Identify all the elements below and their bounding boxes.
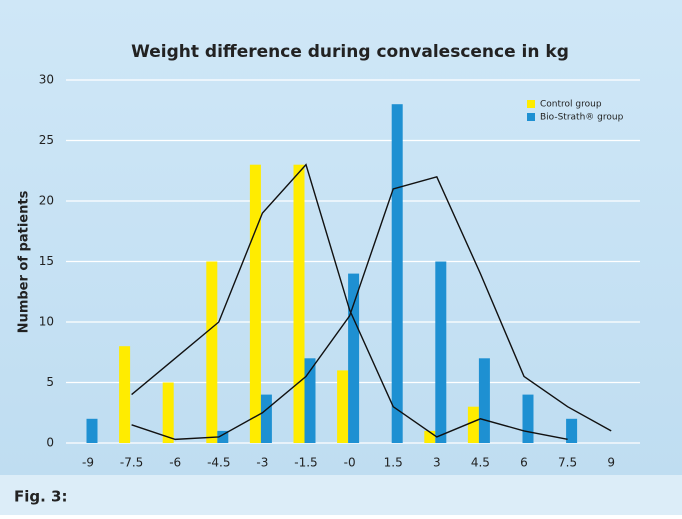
bar xyxy=(304,358,316,443)
bar xyxy=(260,394,272,443)
bar xyxy=(217,430,229,443)
bar xyxy=(478,358,490,443)
legend-swatch xyxy=(527,100,535,108)
x-tick-label: -7.5 xyxy=(120,456,143,470)
x-tick-label: 1.5 xyxy=(384,456,403,470)
bar xyxy=(119,346,131,443)
x-tick-label: 3 xyxy=(433,456,441,470)
x-tick-label: 4.5 xyxy=(471,456,490,470)
y-tick-label: 10 xyxy=(39,315,54,329)
x-tick-label: -9 xyxy=(82,456,94,470)
bar xyxy=(249,164,261,443)
y-tick-label: 25 xyxy=(39,133,54,147)
y-tick-label: 0 xyxy=(46,436,54,450)
y-tick-label: 20 xyxy=(39,194,54,208)
bar xyxy=(293,164,305,443)
bar xyxy=(522,394,534,443)
bar xyxy=(566,418,578,443)
x-tick-label: 7.5 xyxy=(558,456,577,470)
bar xyxy=(86,418,98,443)
y-tick-label: 15 xyxy=(39,254,54,268)
trend-curve xyxy=(131,175,612,441)
caption: Fig. 3: xyxy=(14,488,67,506)
bar xyxy=(467,406,479,443)
legend-label: Control group xyxy=(540,100,602,110)
x-tick-label: 6 xyxy=(520,456,528,470)
x-tick-label: 9 xyxy=(607,456,615,470)
legend-label: Bio-Strath® group xyxy=(540,113,624,123)
x-tick-label: -6 xyxy=(169,456,181,470)
bar xyxy=(162,382,174,443)
x-tick-label: -0 xyxy=(344,456,356,470)
x-tick-label: -3 xyxy=(256,456,268,470)
caption-strip xyxy=(0,475,682,515)
bar xyxy=(435,261,447,443)
legend-swatch xyxy=(527,113,535,121)
x-tick-label: -1.5 xyxy=(294,456,317,470)
trend-curve xyxy=(131,163,568,441)
y-axis-label: Number of patients xyxy=(17,190,32,333)
y-tick-label: 30 xyxy=(39,73,54,87)
bar xyxy=(391,104,403,443)
y-tick-label: 5 xyxy=(46,375,54,389)
chart-title: Weight difference during convalescence i… xyxy=(131,42,569,62)
x-tick-label: -4.5 xyxy=(207,456,230,470)
bar xyxy=(337,370,349,443)
bar xyxy=(424,430,436,443)
bar xyxy=(348,273,360,443)
bar xyxy=(206,261,218,443)
